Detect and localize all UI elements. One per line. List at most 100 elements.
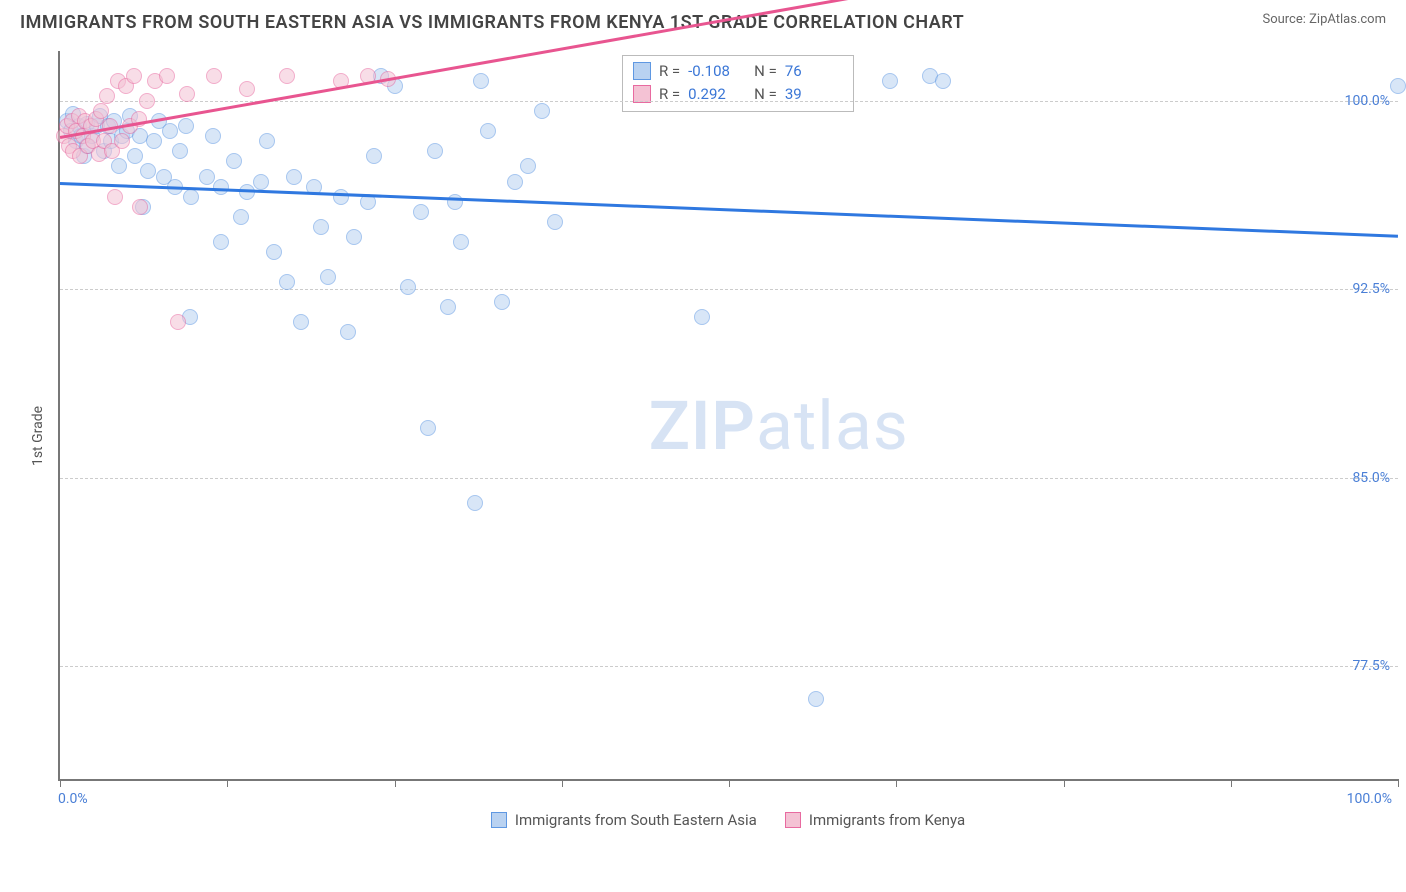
r-label: R = [659, 60, 680, 83]
data-point-sea [266, 244, 282, 260]
data-point-kenya [139, 93, 155, 109]
series-legend-item-kenya: Immigrants from Kenya [785, 811, 965, 829]
watermark-rest: atlas [756, 386, 909, 466]
data-point-sea [279, 274, 295, 290]
gridline [60, 478, 1398, 479]
gridline [60, 289, 1398, 290]
data-point-kenya [206, 68, 222, 84]
legend-swatch-sea [633, 62, 651, 80]
data-point-kenya [93, 103, 109, 119]
data-point-kenya [159, 68, 175, 84]
series-legend-item-sea: Immigrants from South Eastern Asia [491, 811, 757, 829]
source-link[interactable]: ZipAtlas.com [1309, 12, 1386, 27]
data-point-sea [320, 269, 336, 285]
source-label: Source: ZipAtlas.com [1262, 12, 1386, 27]
y-tick-label: 100.0% [1345, 93, 1390, 109]
gridline [60, 666, 1398, 667]
data-point-sea [808, 691, 824, 707]
chart-container: 1st Grade ZIPatlas R =-0.108N =76R =0.29… [58, 41, 1398, 831]
data-point-sea [447, 194, 463, 210]
data-point-sea [520, 158, 536, 174]
data-point-sea [413, 204, 429, 220]
data-point-sea [453, 234, 469, 250]
data-point-sea [547, 214, 563, 230]
data-point-sea [420, 420, 436, 436]
data-point-sea [694, 309, 710, 325]
chart-title: IMMIGRANTS FROM SOUTH EASTERN ASIA VS IM… [20, 12, 964, 33]
stats-legend-row-sea: R = -0.108 N = 76 [633, 60, 843, 83]
data-point-sea [213, 234, 229, 250]
stats-legend: R =-0.108N =76R =0.292N =39 [622, 55, 854, 112]
data-point-sea [366, 148, 382, 164]
legend-swatch-sea [491, 812, 507, 828]
data-point-sea [427, 143, 443, 159]
legend-label: Immigrants from South Eastern Asia [515, 811, 757, 829]
r-value: -0.108 [688, 60, 746, 83]
x-tick [729, 779, 730, 787]
y-tick-label: 77.5% [1352, 658, 1390, 674]
x-tick [896, 779, 897, 787]
data-point-sea [507, 174, 523, 190]
legend-swatch-kenya [785, 812, 801, 828]
data-point-sea [127, 148, 143, 164]
x-tick [227, 779, 228, 787]
plot-area: ZIPatlas R =-0.108N =76R =0.292N =39 100… [58, 51, 1398, 781]
data-point-sea [882, 73, 898, 89]
data-point-sea [473, 73, 489, 89]
data-point-sea [140, 163, 156, 179]
data-point-sea [111, 158, 127, 174]
series-legend: Immigrants from South Eastern Asia Immigr… [58, 811, 1398, 829]
data-point-sea [1390, 78, 1406, 94]
x-min-label: 0.0% [58, 791, 88, 807]
data-point-sea [313, 219, 329, 235]
data-point-sea [172, 143, 188, 159]
data-point-sea [178, 118, 194, 134]
x-tick [1231, 779, 1232, 787]
data-point-sea [259, 133, 275, 149]
data-point-kenya [107, 189, 123, 205]
data-point-sea [226, 153, 242, 169]
data-point-sea [440, 299, 456, 315]
data-point-sea [494, 294, 510, 310]
data-point-kenya [170, 314, 186, 330]
x-tick [60, 779, 61, 787]
data-point-sea [183, 189, 199, 205]
x-tick [395, 779, 396, 787]
data-point-kenya [179, 86, 195, 102]
data-point-kenya [114, 133, 130, 149]
data-point-sea [233, 209, 249, 225]
data-point-sea [340, 324, 356, 340]
x-max-label: 100.0% [1347, 791, 1392, 807]
data-point-sea [253, 174, 269, 190]
data-point-kenya [239, 81, 255, 97]
legend-label: Immigrants from Kenya [809, 811, 965, 829]
x-tick [1398, 779, 1399, 787]
data-point-sea [293, 314, 309, 330]
data-point-kenya [132, 199, 148, 215]
source-prefix: Source: [1262, 12, 1309, 27]
data-point-sea [213, 179, 229, 195]
data-point-kenya [99, 88, 115, 104]
y-tick-label: 85.0% [1352, 470, 1390, 486]
data-point-sea [480, 123, 496, 139]
y-axis-title: 1st Grade [30, 406, 46, 466]
data-point-sea [346, 229, 362, 245]
watermark-bold: ZIP [649, 386, 756, 466]
data-point-kenya [126, 68, 142, 84]
data-point-kenya [279, 68, 295, 84]
x-tick [562, 779, 563, 787]
legend-swatch-kenya [633, 85, 651, 103]
data-point-sea [935, 73, 951, 89]
data-point-sea [333, 189, 349, 205]
data-point-sea [162, 123, 178, 139]
watermark: ZIPatlas [649, 386, 909, 466]
n-value: 76 [785, 60, 843, 83]
trend-line-sea [60, 182, 1398, 237]
x-tick [1064, 779, 1065, 787]
n-label: N = [754, 60, 777, 83]
data-point-sea [286, 169, 302, 185]
data-point-sea [534, 103, 550, 119]
data-point-sea [146, 133, 162, 149]
data-point-sea [400, 279, 416, 295]
y-tick-label: 92.5% [1352, 281, 1390, 297]
